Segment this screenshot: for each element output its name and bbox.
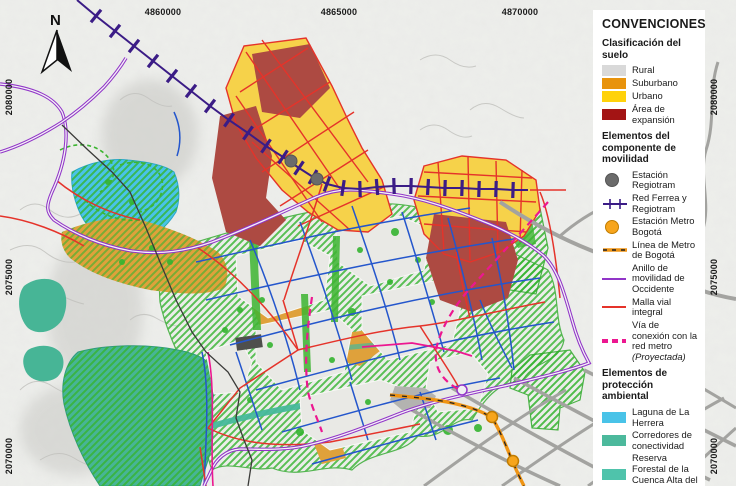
- grid-label-x1: 4860000: [144, 7, 182, 17]
- grid-label-x2: 4865000: [320, 7, 358, 17]
- railway-regiotram: [76, 0, 528, 199]
- reserva-swatch: [602, 469, 626, 481]
- legend-item-via-conexion: Vía de conexión con la red metro (Proyec…: [602, 319, 699, 363]
- north-label: N: [50, 12, 61, 29]
- connectivity-corridors: [19, 278, 459, 486]
- legend-item-suburbano: Suburbano: [602, 78, 699, 89]
- legend-item-anillo: Anillo de movilidad de Occidente: [602, 262, 699, 295]
- metro-station: [485, 410, 499, 424]
- legend-item-corredores: Corredores de conectividad: [602, 429, 699, 451]
- via-conexion-note: (Proyectada): [632, 350, 686, 362]
- grid-label-y2-left: 2075000: [4, 258, 14, 296]
- laguna-swatch: [602, 412, 626, 423]
- metro-station-icon: [605, 219, 619, 234]
- anillo-line-icon: [602, 277, 626, 280]
- municipal-boundary: [61, 124, 253, 486]
- legend-item-reserva: Reserva Forestal de la Cuenca Alta del R…: [602, 453, 699, 486]
- regiotram-station-icon: [605, 173, 619, 188]
- legend-item-urbano: Urbano: [602, 91, 699, 102]
- legend-item-laguna: Laguna de La Herrera: [602, 406, 699, 428]
- urban-swatch: [602, 91, 626, 102]
- legend-panel: CONVENCIONES Clasificación del suelo Rur…: [593, 10, 706, 486]
- regiotram-station: [284, 154, 298, 168]
- north-arrow-icon: [40, 29, 72, 75]
- legend-item-expansion: Área de expansión: [602, 103, 699, 125]
- grid-label-y1-right: 2080000: [709, 78, 719, 116]
- legend-item-estacion-regiotram: Estación Regiotram: [602, 169, 699, 191]
- metro-connection-roads: [207, 201, 549, 486]
- red-road-network: [0, 179, 566, 486]
- malla-vial-line-icon: [602, 306, 626, 309]
- grid-label-y3-left: 2070000: [4, 437, 14, 475]
- via-conexion-dashed-icon: [602, 339, 626, 344]
- grid-label-x3: 4870000: [501, 7, 539, 17]
- suburban-swatch: [602, 78, 626, 89]
- legend-item-red-ferrea: Red Ferrea y Regiotram: [602, 192, 699, 214]
- grid-label-y2-right: 2075000: [709, 258, 719, 296]
- regiotram-station: [310, 172, 324, 186]
- via-conexion-proyectada: [434, 201, 549, 390]
- legend-section-mobility: Elementos del componente de movilidad: [602, 131, 676, 166]
- grid-label-y1-left: 2080000: [4, 78, 14, 116]
- legend-section-soil: Clasificación del suelo: [602, 38, 681, 61]
- legend-title: CONVENCIONES: [602, 17, 706, 31]
- blue-road-network: [173, 111, 555, 486]
- rural-swatch: [602, 65, 626, 76]
- expansion-swatch: [602, 109, 626, 121]
- metro-line-bogota: [389, 393, 526, 486]
- metro-line-icon: [603, 248, 627, 252]
- legend-item-rural: Rural: [602, 65, 699, 76]
- suburban-area-west: [61, 218, 228, 294]
- legend-item-linea-metro: Línea de Metro de Bogotá: [602, 239, 699, 261]
- corredores-swatch: [602, 435, 626, 447]
- metro-station: [506, 454, 520, 468]
- legend-item-estacion-metro: Estación Metro Bogotá: [602, 215, 699, 237]
- railway-line-icon: [603, 198, 627, 209]
- legend-section-environment: Elementos de protección ambiental: [602, 368, 668, 403]
- grid-label-y3-right: 2070000: [709, 437, 719, 475]
- legend-item-malla-vial: Malla vial integral: [602, 296, 699, 318]
